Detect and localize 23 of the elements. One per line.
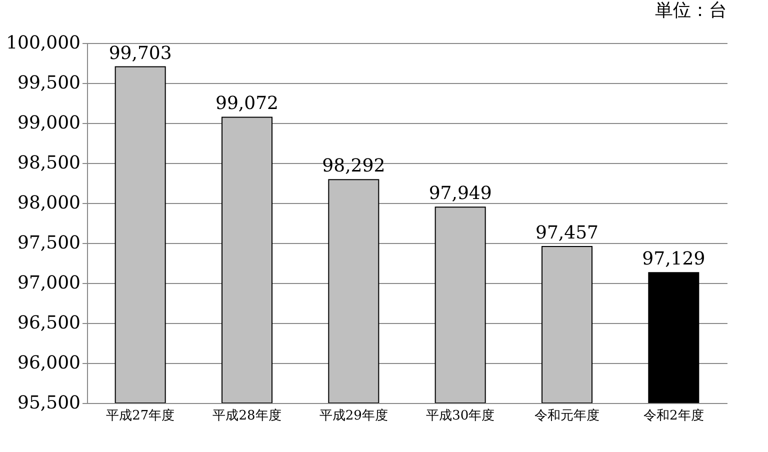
x-tick-label: 平成29年度 xyxy=(319,408,388,424)
y-tick-label: 99,000 xyxy=(18,112,80,134)
data-label: 98,292 xyxy=(322,156,386,177)
x-tick-label: 平成28年度 xyxy=(212,408,282,424)
data-label: 97,129 xyxy=(642,248,706,270)
y-tick-label: 97,000 xyxy=(18,272,80,294)
y-tick-label: 99,500 xyxy=(18,72,80,94)
y-tick-label: 95,500 xyxy=(18,392,80,414)
x-tick-label: 平成27年度 xyxy=(106,408,175,424)
y-tick-label: 96,000 xyxy=(18,352,80,374)
data-label: 97,457 xyxy=(536,222,598,244)
y-tick-label: 100,000 xyxy=(6,32,80,54)
x-tick-label: 令和2年度 xyxy=(644,408,704,424)
y-tick-label: 96,500 xyxy=(18,312,80,334)
y-tick-label: 98,500 xyxy=(18,152,80,174)
data-label: 99,072 xyxy=(216,93,278,114)
y-tick-label: 98,000 xyxy=(18,192,80,214)
y-tick-label: 97,500 xyxy=(18,232,80,254)
data-label: 97,949 xyxy=(428,183,492,204)
data-label: 99,703 xyxy=(108,42,172,64)
x-tick-label: 令和元年度 xyxy=(534,408,600,424)
text: 単位：台 xyxy=(655,0,727,21)
x-tick-label: 平成30年度 xyxy=(426,408,495,424)
